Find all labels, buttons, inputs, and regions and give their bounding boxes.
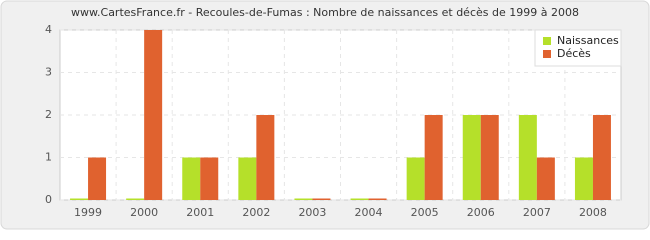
bar bbox=[350, 198, 369, 200]
bar bbox=[256, 115, 275, 200]
y-tick-label: 3 bbox=[45, 66, 52, 79]
bar bbox=[574, 157, 593, 200]
y-tick-label: 2 bbox=[45, 108, 52, 121]
x-tick-label: 2004 bbox=[355, 206, 383, 219]
legend-box bbox=[534, 29, 622, 67]
bar bbox=[518, 115, 537, 200]
bar bbox=[312, 198, 331, 200]
x-tick-label: 1999 bbox=[74, 206, 102, 219]
bar bbox=[70, 198, 89, 200]
legend-swatch bbox=[543, 37, 551, 45]
bar bbox=[144, 30, 163, 200]
bar bbox=[480, 115, 499, 200]
bar bbox=[536, 157, 555, 200]
chart-title: www.CartesFrance.fr - Recoules-de-Fumas … bbox=[71, 6, 579, 19]
x-tick-label: 2006 bbox=[467, 206, 495, 219]
x-tick-label: 2002 bbox=[242, 206, 270, 219]
x-tick-label: 2003 bbox=[298, 206, 326, 219]
x-tick-label: 2007 bbox=[523, 206, 551, 219]
legend-label: Décès bbox=[557, 47, 591, 60]
bar bbox=[592, 115, 611, 200]
bar bbox=[424, 115, 443, 200]
bar bbox=[182, 157, 201, 200]
y-tick-label: 4 bbox=[45, 23, 52, 36]
bar bbox=[200, 157, 219, 200]
y-tick-label: 1 bbox=[45, 151, 52, 164]
bar bbox=[238, 157, 257, 200]
x-tick-label: 2008 bbox=[579, 206, 607, 219]
bar bbox=[294, 198, 313, 200]
legend-label: Naissances bbox=[557, 34, 619, 47]
y-tick-label: 0 bbox=[45, 193, 52, 206]
legend-swatch bbox=[543, 50, 551, 58]
x-tick-label: 2000 bbox=[130, 206, 158, 219]
x-tick-label: 2001 bbox=[186, 206, 214, 219]
bar bbox=[88, 157, 107, 200]
bar bbox=[406, 157, 425, 200]
x-tick-label: 2005 bbox=[411, 206, 439, 219]
chart: www.CartesFrance.fr - Recoules-de-Fumas … bbox=[0, 0, 650, 230]
bar bbox=[368, 198, 387, 200]
bar bbox=[126, 198, 145, 200]
bar bbox=[462, 115, 481, 200]
